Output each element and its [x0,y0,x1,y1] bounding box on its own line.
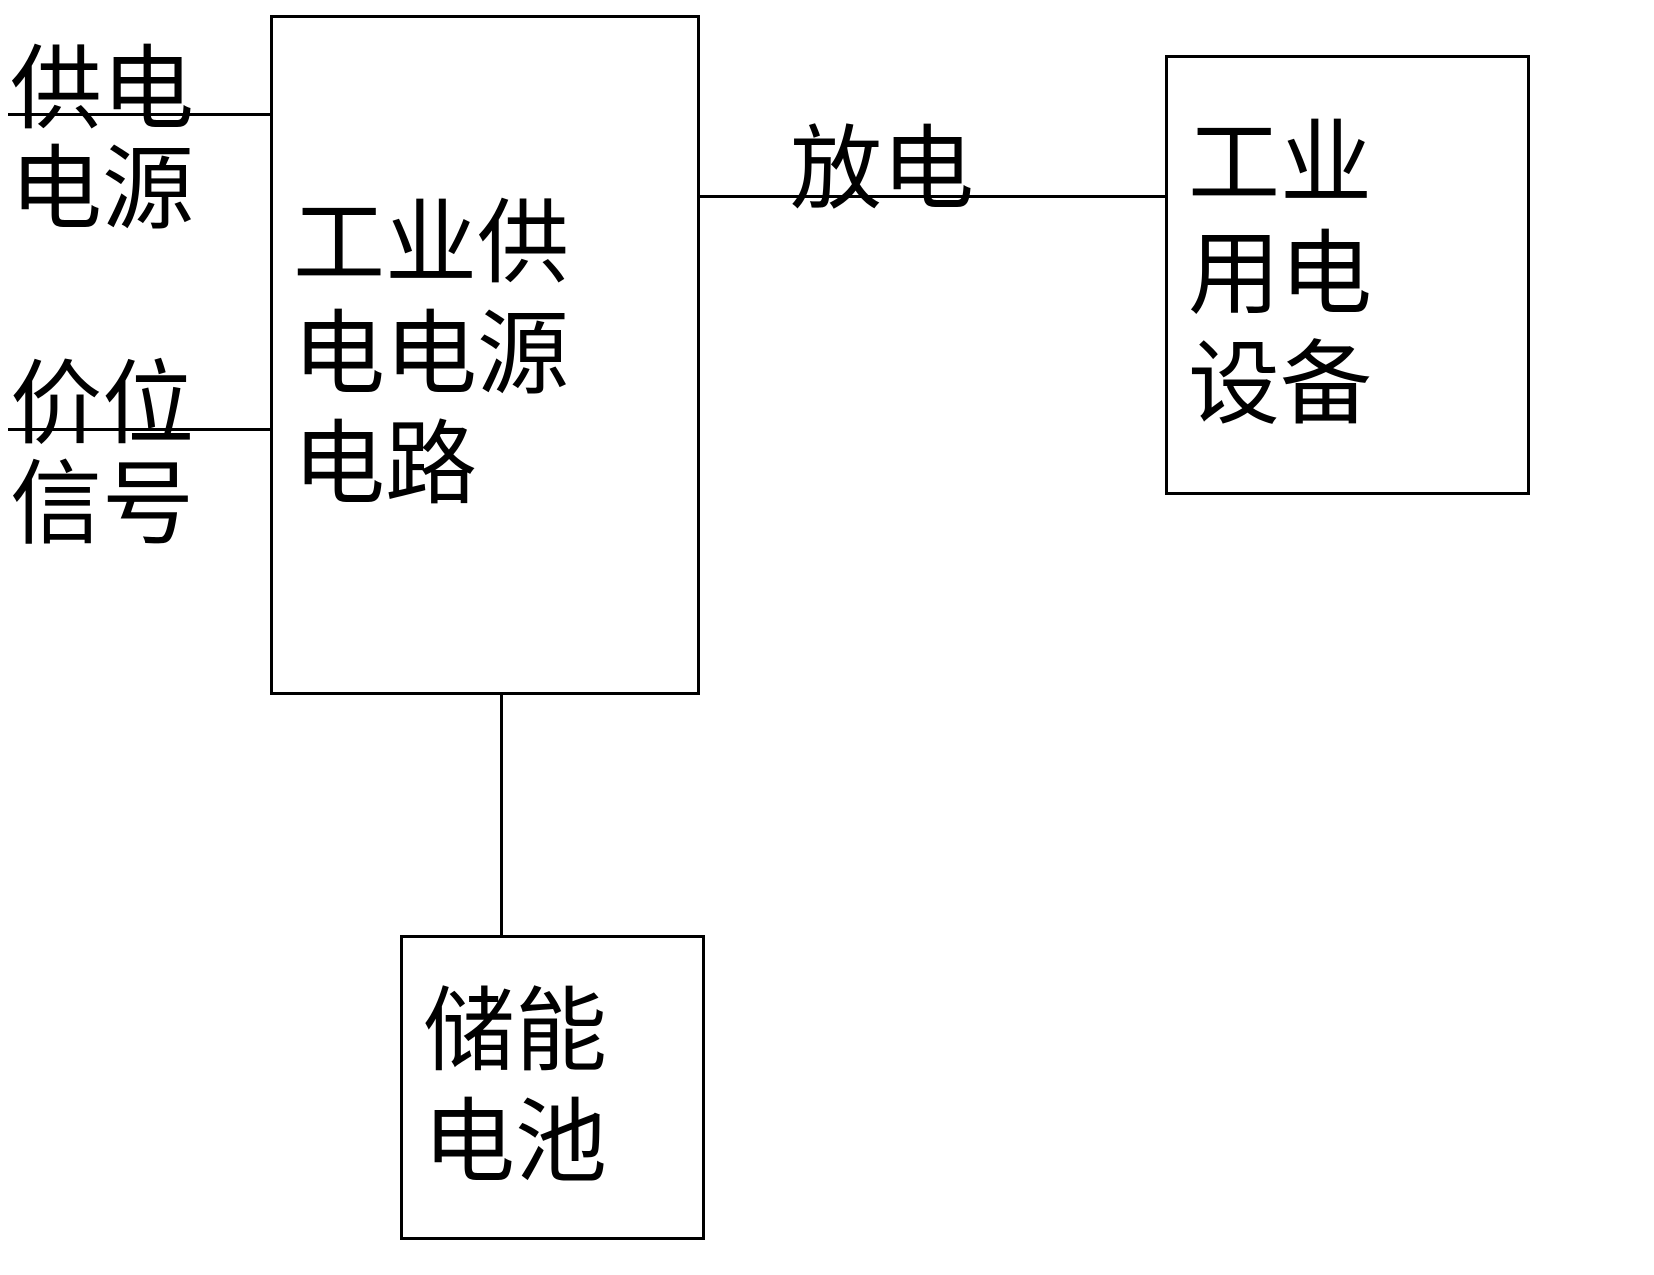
node-bottom: 储能 电池 [400,935,705,1240]
input-label-bottom-line2: 信号 [10,430,194,563]
edge-center-to-bottom [500,695,503,935]
node-right-text: 工业 用电 设备 [1188,109,1372,440]
input-label-top-line2: 电源 [10,115,194,248]
node-right: 工业 用电 设备 [1165,55,1530,495]
edge-label-discharge: 放电 [790,95,974,228]
node-bottom-text: 储能 电池 [423,977,607,1198]
node-center: 工业供 电电源 电路 [270,15,700,695]
node-center-text: 工业供 电电源 电路 [293,189,569,520]
